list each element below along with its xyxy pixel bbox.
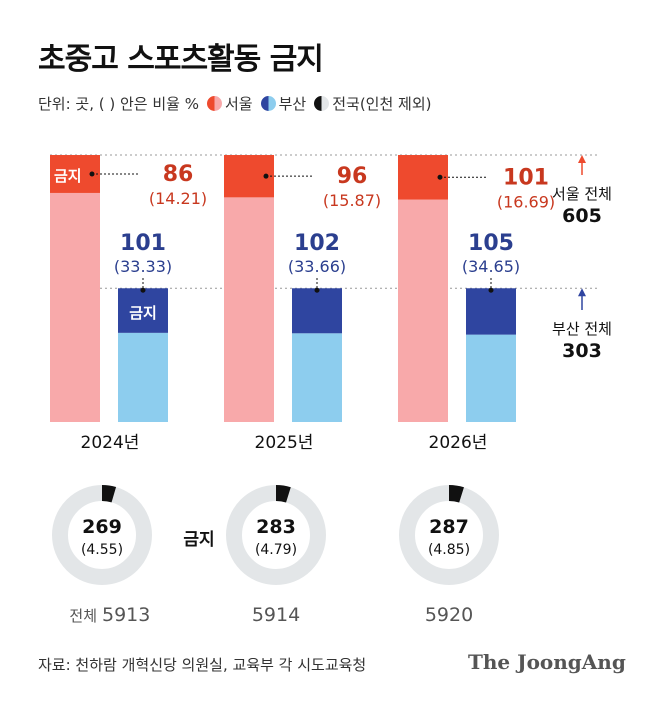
seoul-ban-ratio: (15.87) [323, 191, 381, 210]
unit-label: 단위: 곳, ( ) 안은 비율 % [38, 95, 199, 113]
busan-total-arrow-head [578, 288, 586, 297]
legend-item-busan: 부산 [260, 93, 307, 114]
national-total-value: 5920 [425, 604, 473, 626]
busan-leader-dot [140, 287, 146, 293]
seoul-ban-ratio: (14.21) [149, 189, 207, 208]
year-tick-label: 2026년 [429, 433, 488, 453]
national-ban-ratio: (4.85) [428, 542, 470, 558]
page-title: 초중고 스포츠활동 금지 [38, 42, 324, 77]
seoul-ban-value: 96 [337, 164, 368, 189]
legend-row: 단위: 곳, ( ) 안은 비율 % 서울 부산 전국(인천 제외) [38, 93, 432, 114]
busan-rest-bar [466, 334, 516, 422]
seoul-ban-value: 101 [503, 165, 549, 190]
national-donut-ban-slice [399, 485, 499, 585]
national-half-circle-icon [314, 96, 330, 111]
national-ban-ratio: (4.79) [255, 542, 297, 558]
legend-item-seoul: 서울 [207, 93, 253, 114]
seoul-total-value: 605 [562, 205, 602, 227]
year-tick-label: 2025년 [255, 433, 314, 453]
source-note: 자료: 천하람 개혁신당 의원실, 교육부 각 시도교육청 [38, 656, 367, 674]
national-ban-value: 283 [256, 516, 296, 538]
national-total-value: 5914 [252, 604, 300, 626]
busan-ban-bar [466, 288, 516, 335]
busan-ban-ratio: (33.66) [288, 257, 346, 276]
busan-ban-label: 금지 [129, 304, 157, 322]
national-total-value: 5913 [102, 604, 150, 626]
national-ban-label: 금지 [183, 530, 214, 550]
legend-label-busan: 부산 [278, 95, 307, 113]
legend-item-national: 전국(인천 제외) [314, 93, 432, 114]
brand-logo: The JoongAng [468, 650, 626, 674]
national-ban-ratio: (4.55) [81, 542, 123, 558]
seoul-rest-bar [224, 197, 274, 422]
year-tick-label: 2024년 [81, 433, 140, 453]
seoul-rest-bar [398, 199, 448, 422]
seoul-half-circle-icon [207, 96, 222, 111]
busan-total-label: 부산 전체 [552, 320, 612, 338]
busan-leader-dot [314, 287, 320, 293]
national-donut-ban-slice [52, 485, 152, 585]
busan-ban-bar [118, 288, 168, 333]
national-donut-ban-slice [226, 485, 326, 585]
national-ban-value: 269 [82, 516, 122, 538]
busan-ban-ratio: (34.65) [462, 257, 520, 276]
busan-ban-value: 102 [294, 231, 340, 256]
seoul-ban-ratio: (16.69) [497, 192, 555, 211]
legend-label-seoul: 서울 [225, 95, 253, 113]
busan-ban-value: 101 [120, 231, 166, 256]
seoul-ban-label: 금지 [54, 167, 82, 185]
seoul-total-label: 서울 전체 [552, 185, 612, 203]
seoul-total-arrow-head [578, 155, 586, 163]
national-total-prefix: 전체 [69, 607, 97, 625]
busan-ban-value: 105 [468, 231, 514, 256]
busan-rest-bar [118, 332, 168, 422]
national-ban-value: 287 [429, 516, 469, 538]
legend-label-national: 전국(인천 제외) [332, 95, 432, 113]
seoul-ban-value: 86 [163, 162, 194, 187]
busan-leader-dot [488, 287, 494, 293]
busan-half-circle-icon [260, 96, 276, 111]
busan-rest-bar [292, 333, 342, 422]
busan-ban-ratio: (33.33) [114, 257, 172, 276]
sports-ban-chart: 86(14.21)101(33.33)2024년96(15.87)102(33.… [50, 154, 612, 626]
busan-total-value: 303 [562, 340, 602, 362]
seoul-rest-bar [50, 192, 100, 422]
busan-ban-bar [292, 288, 342, 334]
